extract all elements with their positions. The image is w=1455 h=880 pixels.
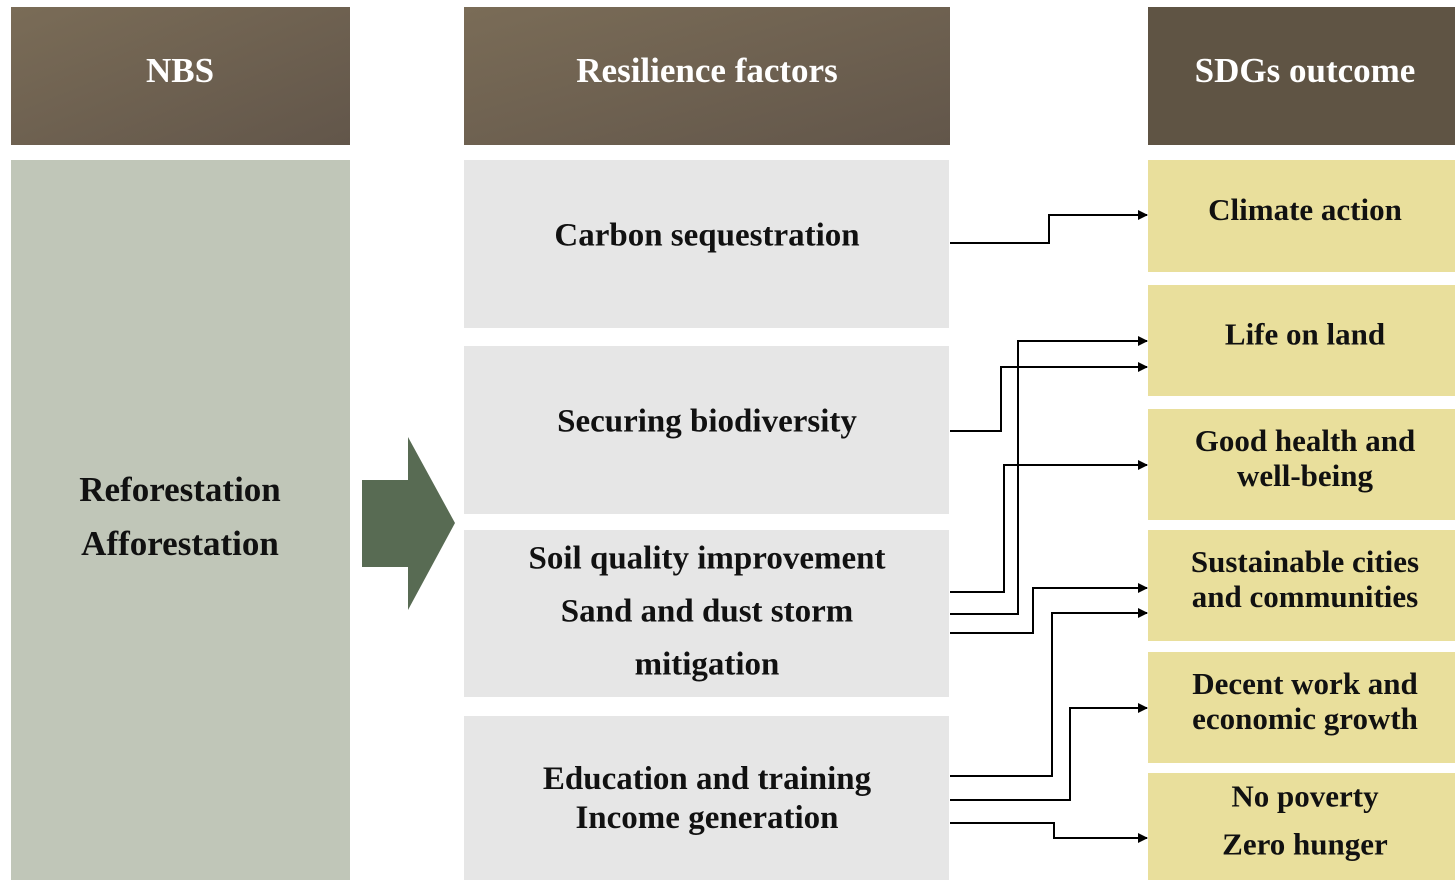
- outcome-text: Sustainable cities: [1191, 544, 1419, 579]
- outcome-text: economic growth: [1192, 701, 1418, 736]
- outcome-text: Life on land: [1225, 317, 1385, 352]
- connectors: [950, 210, 1148, 843]
- factor-box: [464, 716, 949, 880]
- connector: [950, 608, 1148, 777]
- connector: [950, 210, 1148, 244]
- factor-text: Carbon sequestration: [554, 218, 859, 254]
- factor-text: Income generation: [575, 800, 838, 836]
- outcomes: Climate action Life on land Good health an…: [1148, 160, 1455, 880]
- nbs-box: [11, 160, 350, 880]
- factor-box: [464, 530, 949, 697]
- outcome-text: Decent work and: [1192, 666, 1418, 701]
- nbs-text: Reforestation: [79, 470, 281, 509]
- outcome-text: No poverty: [1231, 779, 1379, 814]
- outcome-text: Zero hunger: [1222, 827, 1388, 862]
- factor-box: [464, 346, 949, 514]
- outcome-box: [1148, 652, 1455, 763]
- factor-text: Soil quality improvement: [529, 541, 886, 577]
- outcome-text: and communities: [1192, 579, 1419, 614]
- outcome-text: Good health and: [1195, 423, 1416, 458]
- header-title: Resilience factors: [576, 51, 837, 90]
- connector: [950, 583, 1148, 634]
- connector: [950, 362, 1148, 432]
- header-box: [1148, 7, 1455, 145]
- connector: [950, 822, 1148, 843]
- factor-text: Education and training: [543, 761, 872, 797]
- outcome-box: [1148, 285, 1455, 396]
- outcome-box: [1148, 160, 1455, 272]
- header-box: [464, 7, 950, 145]
- connector: [950, 336, 1148, 615]
- factor-text: Sand and dust storm: [561, 594, 854, 630]
- outcome-text: well-being: [1237, 458, 1374, 493]
- connector: [950, 460, 1148, 593]
- header-title: SDGs outcome: [1195, 51, 1416, 90]
- outcome-box: [1148, 530, 1455, 641]
- outcome-text: Climate action: [1208, 192, 1402, 227]
- factors: Carbon sequestration Securing biodiversit…: [464, 160, 949, 880]
- factor-box: [464, 160, 949, 328]
- outcome-box: [1148, 773, 1455, 880]
- connector: [950, 703, 1148, 801]
- header-title: NBS: [146, 51, 214, 90]
- big-arrow: [362, 437, 455, 610]
- headers: NBS Resilience factors SDGs outcome: [11, 7, 1455, 145]
- nbs-text: Afforestation: [81, 524, 279, 563]
- factor-text: mitigation: [635, 647, 780, 683]
- outcome-box: [1148, 409, 1455, 520]
- factor-text: Securing biodiversity: [557, 404, 857, 440]
- header-box: [11, 7, 350, 145]
